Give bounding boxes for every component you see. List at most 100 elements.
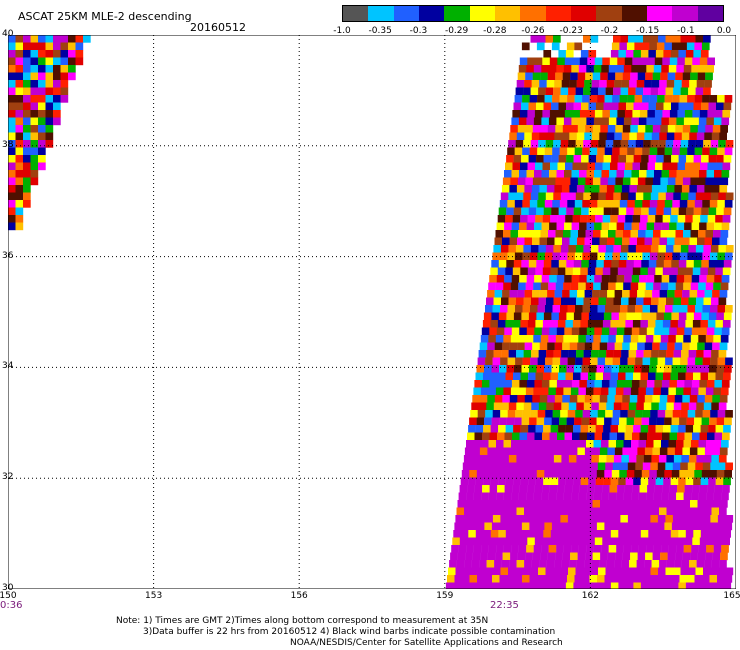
wind-cell	[614, 560, 622, 568]
wind-cell	[625, 215, 633, 223]
wind-cell	[582, 575, 590, 583]
wind-cell	[592, 342, 600, 351]
wind-cell	[660, 125, 668, 133]
wind-cell	[646, 440, 654, 448]
wind-cell	[547, 177, 556, 186]
wind-cell	[467, 485, 475, 493]
wind-cell	[495, 387, 504, 396]
wind-cell	[703, 192, 711, 201]
wind-cell	[685, 50, 694, 58]
wind-cell	[617, 485, 625, 493]
wind-cell	[514, 470, 522, 478]
wind-cell	[620, 357, 628, 366]
wind-cell	[462, 575, 470, 583]
wind-cell	[667, 552, 676, 561]
wind-cell	[516, 455, 525, 463]
wind-cell	[529, 95, 538, 103]
wind-cell	[671, 417, 680, 426]
wind-cell	[609, 222, 617, 231]
wind-cell	[498, 530, 506, 538]
wind-cell	[583, 35, 591, 43]
wind-cell	[717, 410, 726, 418]
wind-cell	[717, 515, 726, 523]
wind-cell	[686, 260, 694, 268]
wind-cell	[573, 477, 581, 486]
wind-cell	[680, 87, 689, 96]
wind-cell	[636, 455, 645, 463]
wind-cell	[596, 522, 605, 531]
wind-cell	[584, 132, 592, 141]
wind-cell	[541, 440, 549, 448]
wind-cell	[529, 200, 538, 208]
wind-cell	[706, 440, 714, 448]
colorbar-ticks: -1.0 -0.35 -0.3 -0.29 -0.28 -0.26 -0.23 -0.2 -0.…	[333, 0, 731, 40]
wind-cell	[489, 485, 498, 493]
wind-cell	[699, 432, 708, 441]
wind-cell	[556, 222, 565, 231]
colorbar-swatch	[444, 6, 470, 21]
wind-cell	[691, 222, 700, 231]
wind-cell	[673, 35, 681, 43]
wind-cell	[614, 132, 622, 141]
wind-cell	[646, 117, 655, 126]
wind-cell	[675, 72, 683, 81]
wind-cell	[499, 252, 508, 261]
wind-cell	[676, 327, 685, 336]
wind-cells	[8, 35, 734, 589]
wind-cell	[532, 342, 540, 351]
wind-cell	[679, 252, 688, 261]
wind-cell	[691, 545, 699, 553]
wind-cell	[680, 192, 689, 201]
wind-cell	[672, 575, 680, 583]
wind-cell	[545, 410, 553, 418]
wind-cell	[688, 35, 696, 43]
wind-cell	[572, 267, 581, 276]
wind-cell	[659, 80, 667, 88]
wind-cell	[656, 260, 664, 268]
wind-cell	[488, 492, 497, 501]
wind-cell	[674, 237, 683, 246]
wind-cell	[590, 305, 598, 313]
wind-cell	[554, 132, 562, 141]
wind-cell	[636, 507, 645, 516]
wind-cell	[645, 282, 654, 291]
wind-cell	[658, 567, 666, 576]
wind-cell	[621, 185, 630, 193]
wind-cell	[15, 65, 24, 73]
wind-cell	[564, 222, 572, 231]
wind-cell	[537, 462, 546, 471]
wind-cell	[560, 515, 569, 523]
wind-cell	[528, 102, 537, 111]
wind-cell	[523, 350, 532, 358]
wind-cell	[462, 515, 471, 523]
wind-cell	[30, 162, 39, 171]
wind-cell	[650, 245, 659, 253]
wind-cell	[701, 522, 710, 531]
wind-cell	[662, 432, 670, 441]
wind-cell	[725, 357, 733, 366]
wind-cell	[632, 432, 640, 441]
wind-cell	[670, 425, 679, 433]
wind-cell	[649, 147, 658, 156]
wind-cell	[484, 470, 492, 478]
wind-cell	[493, 402, 502, 411]
wind-cell	[553, 567, 561, 576]
wind-cell	[628, 350, 637, 358]
wind-cell	[690, 177, 699, 186]
wind-cell	[532, 500, 541, 508]
wind-cell	[546, 507, 555, 516]
wind-cell	[620, 192, 629, 201]
wind-cell	[608, 282, 616, 291]
wind-cell	[661, 545, 669, 553]
wind-cell	[668, 335, 676, 343]
wind-cell	[532, 290, 540, 298]
wind-cell	[617, 320, 626, 328]
wind-cell	[53, 72, 61, 81]
wind-cell	[447, 575, 455, 583]
wind-cell	[8, 72, 16, 81]
wind-cell	[508, 192, 516, 201]
wind-cell	[502, 237, 510, 246]
wind-cell	[631, 170, 640, 178]
wind-cell	[671, 470, 680, 478]
wind-cell	[496, 327, 505, 336]
